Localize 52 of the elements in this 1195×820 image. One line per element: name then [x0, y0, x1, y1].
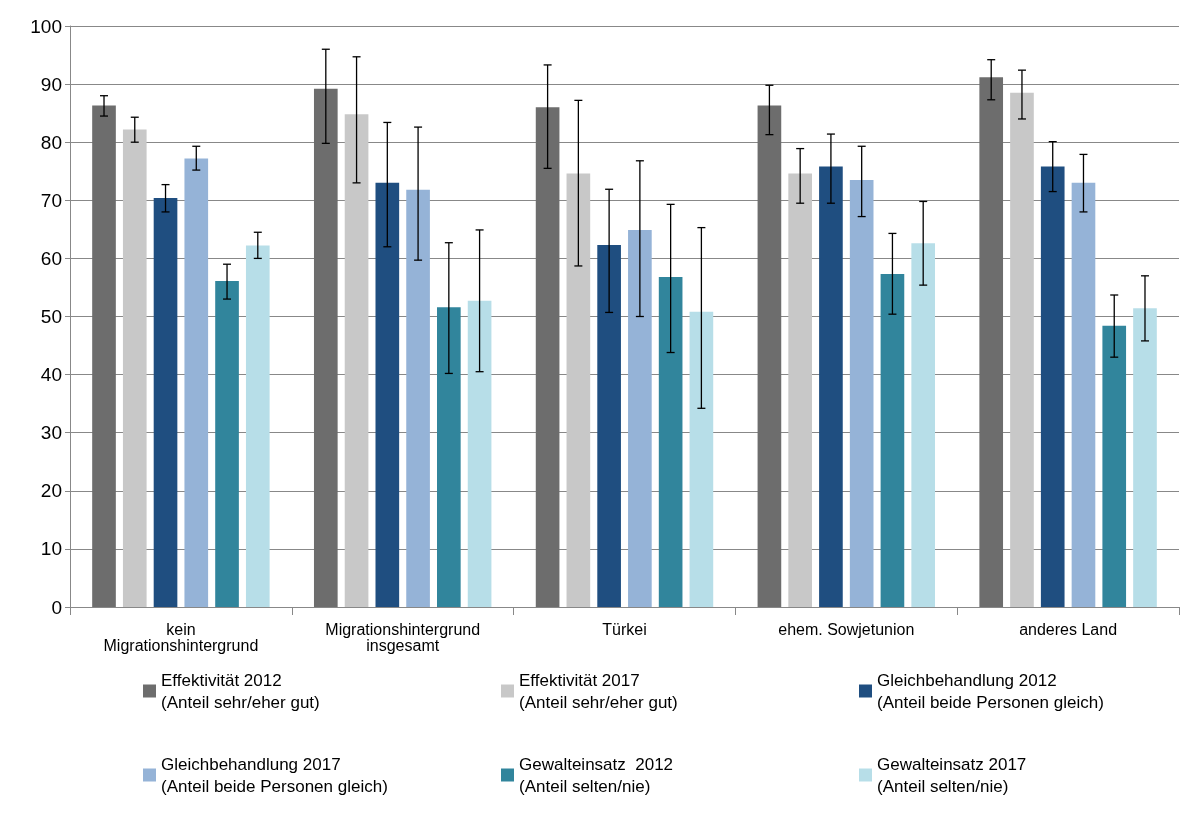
legend-label: Effektivität 2012 (Anteil sehr/eher gut) [161, 670, 320, 712]
bar [92, 105, 116, 607]
legend-label: Effektivität 2017 (Anteil sehr/eher gut) [519, 670, 678, 712]
bar [1102, 325, 1127, 607]
y-tick-label: 20 [40, 480, 62, 502]
bar [658, 276, 683, 607]
bar [122, 129, 147, 607]
bar [1133, 308, 1157, 607]
bar [406, 189, 430, 607]
bar [215, 281, 239, 607]
y-tick-label: 100 [30, 15, 62, 37]
bar [597, 245, 621, 607]
legend-label: Gleichbehandlung 2017 (Anteil beide Personen gleich) [161, 754, 388, 796]
x-tick-label: Türkei [602, 620, 647, 638]
bar [979, 77, 1004, 607]
legend-label: Gleichbehandlung 2012 (Anteil beide Personen gleich) [877, 670, 1104, 712]
y-tick-label: 0 [51, 596, 62, 618]
bar [566, 173, 591, 607]
x-tick-label: kein Migrationshintergrund [103, 620, 259, 654]
y-tick-label: 90 [40, 73, 62, 95]
bar [819, 166, 843, 607]
legend-label: Gewalteinsatz 2017 (Anteil selten/nie) [877, 754, 1027, 796]
bar [911, 243, 936, 607]
y-tick-label: 10 [40, 538, 62, 560]
y-tick-label: 50 [40, 306, 62, 327]
bar [344, 114, 369, 607]
y-tick-label: 60 [40, 247, 62, 269]
y-tick-label: 40 [40, 364, 62, 386]
bar [689, 311, 714, 607]
x-tick-label: Migrationshintergrund insgesamt [325, 620, 481, 654]
bar [1010, 92, 1034, 607]
y-tick-label: 30 [40, 422, 62, 444]
y-tick-label: 70 [40, 189, 62, 211]
bar [880, 274, 905, 607]
x-tick-label: ehem. Sowjetunion [778, 620, 915, 638]
y-tick-label: 80 [40, 131, 62, 153]
bar [757, 105, 782, 607]
x-tick-label: anderes Land [1019, 620, 1118, 638]
bar [1040, 166, 1065, 607]
bar [184, 158, 209, 607]
bar [849, 179, 874, 607]
bar [313, 88, 338, 607]
bar [375, 182, 400, 607]
bar [153, 197, 178, 607]
bar [535, 107, 560, 607]
bar [245, 245, 270, 607]
bar [467, 300, 492, 607]
bar [628, 229, 652, 607]
bar [788, 173, 812, 607]
bar [1071, 182, 1096, 607]
bar [437, 307, 461, 607]
legend-label: Gewalteinsatz 2012 (Anteil selten/nie) [519, 754, 674, 796]
